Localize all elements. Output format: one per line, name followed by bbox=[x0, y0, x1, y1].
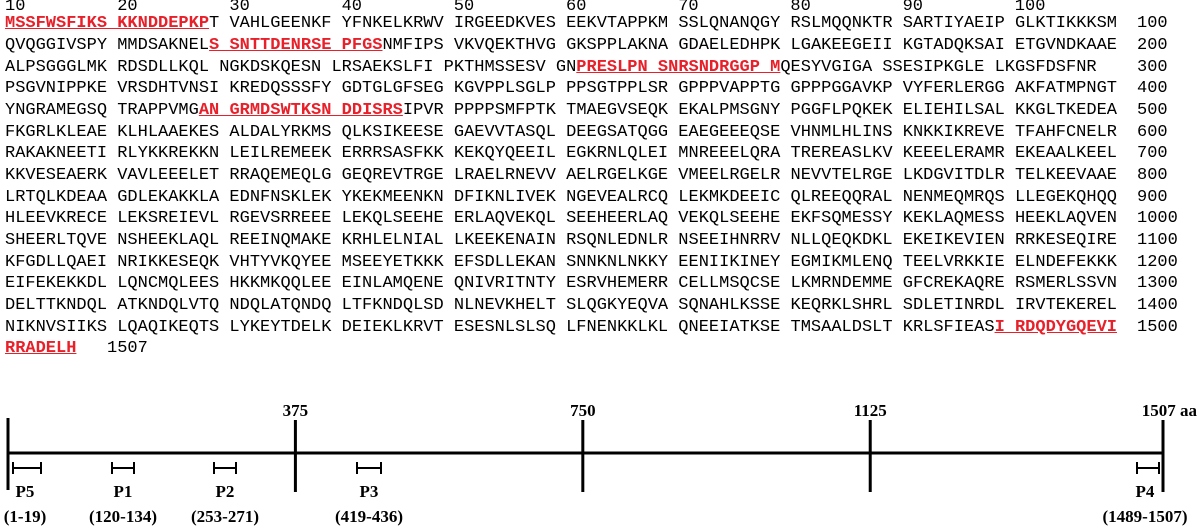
line-number: 1507 bbox=[107, 339, 148, 359]
sequence-segment: RAKAKNEETI RLYKKREKKN LEILREMEEK ERRRSAS… bbox=[5, 144, 1117, 164]
sequence-line: FKGRLKLEAE KLHLAAEKES ALDALYRKMS QLKSIKE… bbox=[5, 122, 1117, 144]
sequence-segment: NMFIPS VKVQEKTHVG GKSPPLAKNA GDAELEDHPK … bbox=[382, 35, 1118, 55]
sequence-segment: QVQGGIVSPY MMDSAKNEL bbox=[5, 35, 210, 55]
position-label: 40 bbox=[341, 0, 362, 16]
sequence-line: ALPSGGGLMK RDSDLLKQL NGKDSKQESN LRSAEKSL… bbox=[5, 57, 1097, 79]
peptide-range: (120-134) bbox=[89, 507, 157, 526]
sequence-line: HLEEVKRECE LEKSREIEVL RGEVSRREEE LEKQLSE… bbox=[5, 208, 1117, 230]
sequence-segment: T VAHLGEENKF YFNKELKRWV IRGEEDKVES EEKVT… bbox=[209, 14, 1117, 34]
peptide-segment: RRADELH bbox=[5, 339, 77, 359]
line-number: 400 bbox=[1137, 79, 1168, 99]
sequence-segment: PSGVNIPPKE VRSDHTVNSI KREDQSSSFY GDTGLGF… bbox=[5, 79, 1117, 99]
position-label: 100 bbox=[1014, 0, 1046, 16]
sequence-line: KFGDLLQAEI NRIKKESEQK VHTYVKQYEE MSEEYET… bbox=[5, 252, 1117, 274]
position-label: 10 bbox=[5, 0, 26, 16]
sequence-segment: LRTQLKDEAA GDLEKAKKLA EDNFNSKLEK YKEKMEE… bbox=[5, 187, 1117, 207]
sequence-line: EIFEKEKKDL LQNCMQLEES HKKMKQQLEE EINLAMQ… bbox=[5, 273, 1117, 295]
peptide-name: P5 bbox=[16, 482, 35, 501]
line-number: 1000 bbox=[1137, 209, 1178, 229]
tick-label: 375 bbox=[283, 401, 309, 420]
sequence-line: NIKNVSIIKS LQAQIKEQTS LYKEYTDELK DEIEKLK… bbox=[5, 317, 1117, 339]
position-label: 50 bbox=[453, 0, 475, 16]
sequence-segment: NIKNVSIIKS LQAQIKEQTS LYKEYTDELK DEIEKLK… bbox=[5, 317, 995, 337]
sequence-segment: QESYVGIGA SSESIPKGLE LKGSFDSFNR bbox=[780, 57, 1097, 77]
sequence-segment: YNGRAMEGSQ TRAPPVMG bbox=[5, 100, 199, 120]
line-number: 800 bbox=[1137, 165, 1168, 185]
sequence-segment: IPVR PPPPSMFPTK TMAEGVSEQK EKALPMSGNY PG… bbox=[402, 100, 1118, 120]
sequence-line: MSSFWSFIKS KKNDDEPKPT VAHLGEENKF YFNKELK… bbox=[5, 13, 1117, 35]
sequence-line: DELTTKNDQL ATKNDQLVTQ NDQLATQNDQ LTFKNDQ… bbox=[5, 295, 1117, 317]
peptide-name: P1 bbox=[114, 482, 133, 501]
peptide-segment: I RDQDYGQEVI bbox=[994, 317, 1117, 337]
peptide-range: (1-19) bbox=[4, 507, 46, 526]
sequence-line: KKVESEAERK VAVLEEELET RRAQEMEQLG GEQREVT… bbox=[5, 165, 1117, 187]
line-number: 700 bbox=[1137, 144, 1168, 164]
position-label: 60 bbox=[566, 0, 587, 16]
sequence-segment: DELTTKNDQL ATKNDQLVTQ NDQLATQNDQ LTFKNDQ… bbox=[5, 295, 1117, 315]
peptide-range: (253-271) bbox=[191, 507, 259, 526]
sequence-segment: FKGRLKLEAE KLHLAAEKES ALDALYRKMS QLKSIKE… bbox=[5, 122, 1117, 142]
peptide-name: P3 bbox=[360, 482, 379, 501]
peptide-name: P4 bbox=[1136, 482, 1155, 501]
line-number: 900 bbox=[1137, 187, 1168, 207]
line-number: 1400 bbox=[1137, 295, 1178, 315]
line-number: 1300 bbox=[1137, 274, 1178, 294]
line-number: 100 bbox=[1137, 14, 1168, 34]
sequence-line: LRTQLKDEAA GDLEKAKKLA EDNFNSKLEK YKEKMEE… bbox=[5, 187, 1117, 209]
sequence-segment: SHEERLTQVE NSHEEKLAQL REEINQMAKE KRHLELN… bbox=[5, 230, 1117, 250]
line-number: 1200 bbox=[1137, 252, 1178, 272]
sequence-segment: KFGDLLQAEI NRIKKESEQK VHTYVKQYEE MSEEYET… bbox=[5, 252, 1117, 272]
tick-label: 750 bbox=[570, 401, 596, 420]
sequence-line: RAKAKNEETI RLYKKREKKN LEILREMEEK ERRRSAS… bbox=[5, 143, 1117, 165]
position-label: 30 bbox=[229, 0, 250, 16]
sequence-line: YNGRAMEGSQ TRAPPVMGAN GRMDSWTKSN DDISRSI… bbox=[5, 100, 1117, 122]
sequence-line: PSGVNIPPKE VRSDHTVNSI KREDQSSSFY GDTGLGF… bbox=[5, 78, 1117, 100]
line-number: 300 bbox=[1137, 57, 1168, 77]
sequence-segment: HLEEVKRECE LEKSREIEVL RGEVSRREEE LEKQLSE… bbox=[5, 209, 1117, 229]
line-number: 600 bbox=[1137, 122, 1168, 142]
sequence-line: RRADELH bbox=[5, 338, 76, 360]
line-number: 500 bbox=[1137, 100, 1168, 120]
sequence-segment: ALPSGGGLMK RDSDLLKQL NGKDSKQESN LRSAEKSL… bbox=[5, 57, 577, 77]
peptide-range: (419-436) bbox=[335, 507, 403, 526]
line-number: 1500 bbox=[1137, 317, 1178, 337]
sequence-segment: EIFEKEKKDL LQNCMQLEES HKKMKQQLEE EINLAMQ… bbox=[5, 274, 1117, 294]
sequence-line: SHEERLTQVE NSHEEKLAQL REEINQMAKE KRHLELN… bbox=[5, 230, 1117, 252]
position-label: 90 bbox=[902, 0, 923, 16]
peptide-segment: AN GRMDSWTKSN DDISRS bbox=[198, 100, 403, 120]
peptide-range: (1489-1507) bbox=[1103, 507, 1188, 526]
position-label: 20 bbox=[117, 0, 138, 16]
tick-label: 1125 bbox=[854, 401, 887, 420]
line-number: 200 bbox=[1137, 35, 1168, 55]
peptide-segment: MSSFWSFIKS KKNDDEPKP bbox=[5, 14, 210, 34]
peptide-segment: PRESLPN SNRSNDRGGP M bbox=[576, 57, 781, 77]
sequence-segment: KKVESEAERK VAVLEEELET RRAQEMEQLG GEQREVT… bbox=[5, 165, 1117, 185]
peptide-segment: S SNTTDENRSE PFGS bbox=[209, 35, 383, 55]
line-number: 1100 bbox=[1137, 230, 1178, 250]
position-label: 80 bbox=[790, 0, 811, 16]
position-label: 70 bbox=[678, 0, 699, 16]
tick-label: 1507 aa bbox=[1142, 401, 1198, 420]
sequence-line: QVQGGIVSPY MMDSAKNELS SNTTDENRSE PFGSNMF… bbox=[5, 35, 1117, 57]
peptide-name: P2 bbox=[216, 482, 235, 501]
